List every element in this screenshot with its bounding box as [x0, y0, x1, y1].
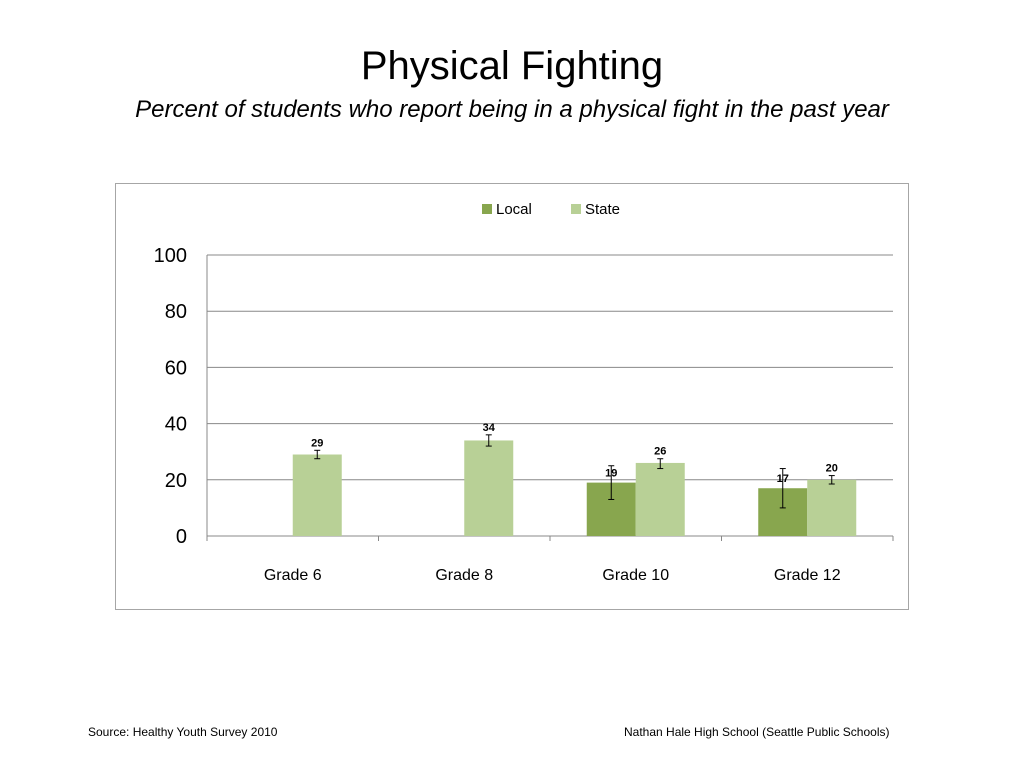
data-label: 20: [826, 463, 838, 475]
bar-state: [635, 462, 685, 536]
y-tick-label: 40: [165, 414, 187, 436]
legend-label-local: Local: [496, 201, 532, 218]
y-tick-label: 80: [165, 301, 187, 323]
slide-subtitle: Percent of students who report being in …: [135, 96, 889, 123]
legend-swatch-state: [571, 204, 581, 214]
chart-frame: 0 20 40 60 80 100 Grade 6 Grade 8 Grade 10 Grade …: [115, 183, 909, 610]
x-tick-label: Grade 12: [774, 567, 841, 584]
slide-title: Physical Fighting: [360, 44, 664, 88]
x-tick-label: Grade 8: [435, 567, 493, 584]
source-note: Source: Healthy Youth Survey 2010: [88, 725, 278, 739]
data-label: 29: [311, 437, 323, 449]
y-tick-label: 0: [176, 526, 187, 548]
school-note: Nathan Hale High School (Seattle Public …: [624, 725, 890, 739]
legend-swatch-local: [482, 204, 492, 214]
x-tick-label: Grade 10: [602, 567, 669, 584]
data-label: 26: [654, 446, 666, 458]
x-tick-label: Grade 6: [264, 567, 322, 584]
data-label: 17: [777, 473, 789, 485]
bar-state: [292, 454, 342, 536]
bar-state: [807, 479, 857, 536]
bar-state: [464, 440, 514, 536]
y-tick-label: 60: [165, 357, 187, 379]
bar-chart: 0 20 40 60 80 100 Grade 6 Grade 8 Grade 10 Grade …: [154, 201, 894, 584]
data-label: 34: [483, 422, 496, 434]
y-tick-label: 100: [154, 245, 187, 267]
y-tick-label: 20: [165, 470, 187, 492]
legend-label-state: State: [585, 201, 620, 218]
data-label: 19: [605, 468, 617, 480]
